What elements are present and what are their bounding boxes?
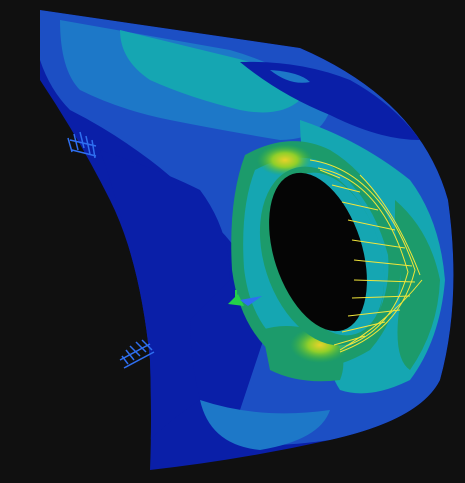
bearing-load — [309, 159, 423, 353]
coordinate-triad-icon — [228, 290, 262, 306]
fixed-support-bottom — [119, 339, 155, 369]
fixed-support-top — [67, 131, 97, 159]
bore-hole — [259, 166, 385, 346]
